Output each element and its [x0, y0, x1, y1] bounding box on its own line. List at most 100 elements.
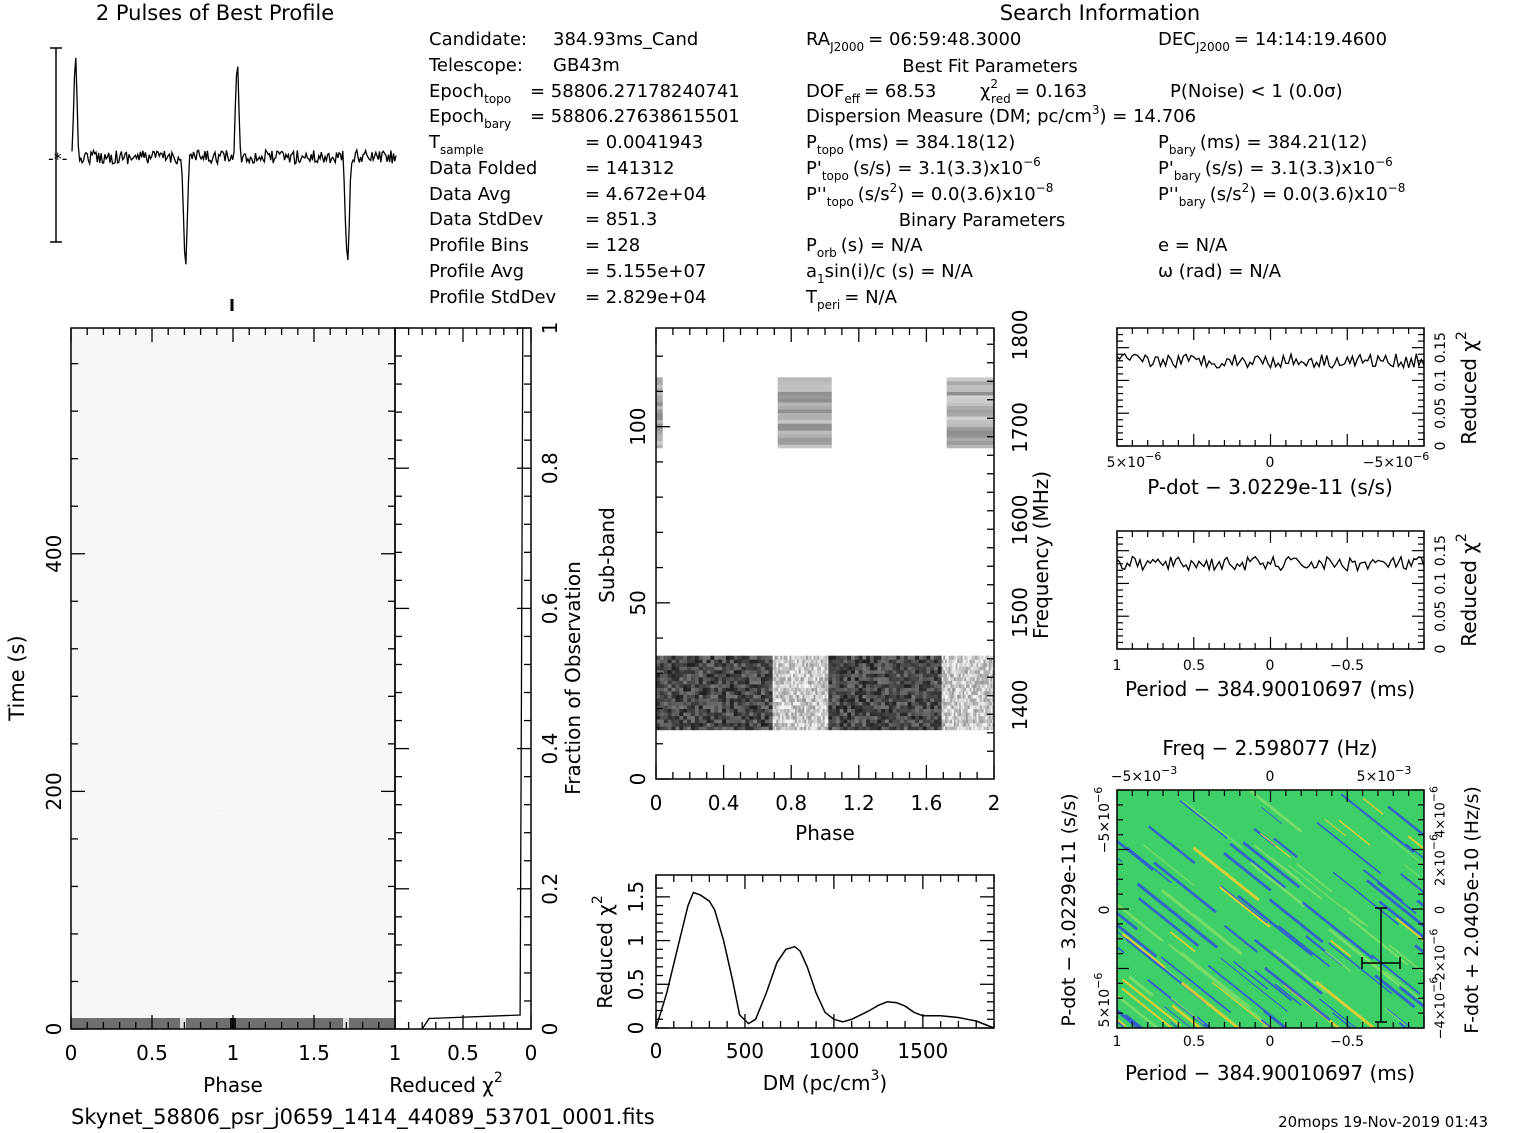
- subband-cell: [690, 722, 696, 727]
- subband-cell: [832, 726, 837, 731]
- subband-cell: [953, 719, 957, 724]
- ppdot-stripes: [1117, 790, 1424, 1028]
- subband-cell: [822, 687, 826, 692]
- subband-cell: [948, 701, 951, 706]
- subband-cell: [789, 719, 792, 724]
- subband-cell: [819, 715, 822, 720]
- subband-cell: [764, 712, 770, 717]
- subband-cell: [930, 690, 935, 695]
- subband-cell: [749, 666, 754, 671]
- subband-cell: [988, 708, 992, 713]
- subband-cell: [798, 726, 801, 731]
- subband-cell: [945, 712, 948, 717]
- subband-cell: [813, 722, 816, 727]
- subband-cell: [843, 662, 848, 667]
- subband-cell: [964, 683, 967, 688]
- subband-cell: [722, 673, 727, 678]
- subband-cell: [988, 655, 992, 660]
- subband-cell: [851, 719, 856, 724]
- subband-cell: [978, 712, 981, 717]
- subband-cell: [943, 680, 946, 685]
- subband-cell: [957, 676, 960, 681]
- subband-cell: [815, 669, 818, 674]
- subband-cell: [943, 655, 946, 660]
- subband-cell: [745, 659, 750, 664]
- subband-cell: [987, 687, 990, 692]
- subband-cell: [778, 687, 781, 692]
- svg-text:Candidate:: Candidate:: [429, 29, 527, 50]
- subband-cell: [768, 676, 774, 681]
- subband-cell: [789, 697, 792, 702]
- subband-cell: [783, 719, 787, 724]
- subband-cell: [683, 662, 688, 667]
- subband-cell: [783, 697, 787, 702]
- subband-cell: [811, 694, 815, 699]
- subband-cell: [952, 715, 955, 720]
- subband-cell: [745, 690, 750, 695]
- subband-cell: [737, 676, 743, 681]
- subband-cell: [888, 659, 894, 664]
- subband-cell: [978, 690, 981, 695]
- subband-cell: [981, 662, 985, 667]
- subband-cell: [943, 669, 946, 674]
- subband-cell: [714, 708, 719, 713]
- subband-cell: [819, 712, 822, 717]
- subband-cell: [873, 680, 878, 685]
- subband-cell: [957, 659, 960, 664]
- subband-cell: [930, 680, 935, 685]
- subband-cell: [817, 705, 820, 710]
- subband-cell: [745, 676, 750, 681]
- subband-cell: [718, 690, 723, 695]
- subband-cell: [955, 708, 958, 713]
- ppdot-stripe: [1160, 888, 1243, 956]
- subband-cell: [992, 680, 994, 685]
- subband-cell: [777, 433, 832, 438]
- subband-cell: [722, 655, 727, 660]
- subband-cell: [656, 440, 663, 445]
- subband-cell: [896, 673, 901, 678]
- subband-cell: [892, 726, 897, 731]
- subband-cell: [976, 676, 979, 681]
- subband-cell: [656, 380, 663, 385]
- data-stddev-value: = 851.3: [585, 209, 657, 230]
- subband-cell: [817, 715, 820, 720]
- subband-cell: [798, 669, 801, 674]
- subband-cell: [971, 680, 974, 685]
- subband-cell: [973, 701, 976, 706]
- subband-cell: [946, 398, 994, 403]
- subband-cell: [706, 712, 711, 717]
- subband-cell: [807, 666, 811, 671]
- subband-cell: [911, 666, 916, 671]
- subband-cell: [781, 690, 785, 695]
- subband-cell: [835, 666, 841, 671]
- subband-cell: [806, 659, 809, 664]
- subband-cell: [733, 697, 739, 702]
- subband-cell: [854, 676, 860, 681]
- subband-cell: [892, 655, 897, 660]
- subband-cell: [826, 676, 829, 681]
- subband-cell: [710, 694, 715, 699]
- subband-cell: [980, 697, 983, 702]
- subband-cell: [918, 722, 924, 727]
- subband-cell: [811, 719, 815, 724]
- subband-cell: [796, 683, 800, 688]
- subband-cell: [791, 715, 794, 720]
- subband-cell: [820, 712, 824, 717]
- ppdot-stripe: [1385, 970, 1424, 1004]
- subband-cell: [729, 701, 735, 706]
- chi-label: χ: [980, 81, 990, 102]
- subband-cell: [990, 687, 993, 692]
- subband-cell: [847, 687, 852, 692]
- subband-cell: [952, 676, 955, 681]
- subband-cell: [907, 715, 912, 720]
- dec-value: = 14:14:19.4600: [1234, 29, 1387, 50]
- subband-cell: [973, 697, 976, 702]
- subband-cell: [847, 726, 852, 731]
- subband-cell: [896, 655, 901, 660]
- subband-cell: [819, 673, 822, 678]
- subband-cell: [953, 666, 957, 671]
- subband-cell: [983, 673, 986, 678]
- subband-cell: [962, 676, 965, 681]
- subband-cell: [835, 683, 841, 688]
- subband-cell: [718, 694, 723, 699]
